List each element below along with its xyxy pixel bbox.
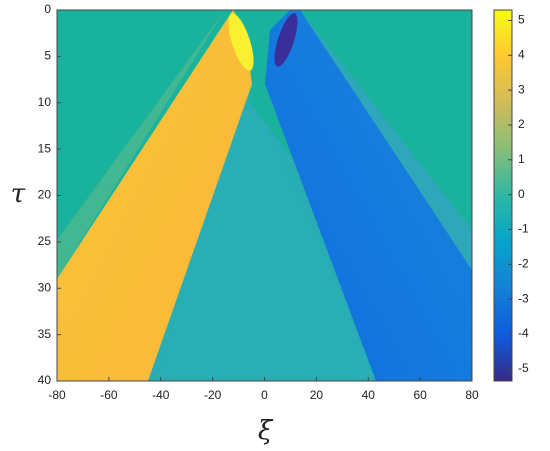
y-tick-label: 0 [44,2,51,16]
colorbar-tick-label: 5 [518,13,525,27]
x-axis-label: ξ [258,416,274,446]
colorbar-tick-label: 2 [518,117,525,131]
colorbar-tick-label: -2 [518,256,529,270]
y-tick-label: 35 [38,327,52,341]
colorbar-tick-label: -5 [518,361,529,375]
x-tick-label: 80 [465,388,479,402]
x-tick-label: -60 [100,388,118,402]
y-axis-label: τ [11,179,26,209]
y-tick-label: 10 [38,95,52,109]
y-tick-label: 20 [38,188,52,202]
y-tick-label: 25 [38,234,52,248]
x-tick-label: 40 [362,388,376,402]
y-tick-label: 30 [38,280,52,294]
heatmap-field [57,10,472,381]
colorbar-tick-label: -4 [518,326,529,340]
y-tick-label: 15 [38,141,52,155]
colorbar-tick-label: 3 [518,82,525,96]
x-tick-label: 20 [310,388,324,402]
x-tick-label: -20 [204,388,222,402]
colorbar-tick-label: 1 [518,152,525,166]
y-tick-label: 40 [38,373,52,387]
colorbar-tick-label: -3 [518,291,529,305]
colorbar-tick-label: 4 [518,47,525,61]
x-tick-label: -40 [152,388,170,402]
x-tick-label: 60 [413,388,427,402]
colorbar [493,9,513,382]
colorbar-tick-label: 0 [518,187,525,201]
y-tick-label: 5 [44,49,51,63]
x-tick-label: -80 [48,388,66,402]
colorbar-tick-label: -1 [518,222,529,236]
x-tick-label: 0 [261,388,268,402]
